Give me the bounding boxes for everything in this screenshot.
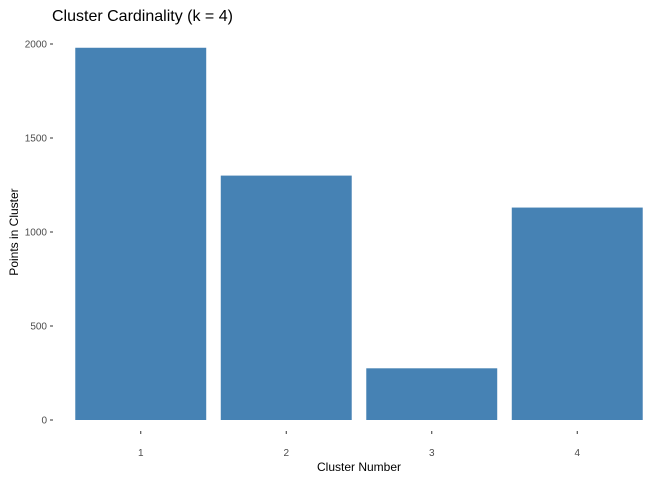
y-axis: 0 500 1000 1500 2000	[25, 40, 53, 427]
chart-title: Cluster Cardinality (k = 4)	[52, 8, 233, 25]
y-tick-label: 500	[30, 322, 47, 333]
bar-cluster-2	[220, 175, 352, 420]
bar-cluster-4	[511, 207, 643, 420]
bars-group	[75, 47, 643, 420]
bar-cluster-3	[366, 368, 498, 420]
y-tick-label: 0	[41, 416, 47, 427]
bar-cluster-1	[75, 47, 207, 420]
y-tick-label: 2000	[25, 40, 48, 51]
x-tick-label: 4	[574, 448, 580, 459]
x-axis-title: Cluster Number	[317, 460, 401, 474]
x-tick-label: 2	[283, 448, 289, 459]
y-axis-title: Points in Cluster	[7, 188, 21, 275]
x-axis: 1 2 3 4	[138, 431, 580, 459]
y-tick-label: 1000	[25, 228, 48, 239]
x-tick-label: 3	[429, 448, 435, 459]
y-tick-label: 1500	[25, 134, 48, 145]
x-tick-label: 1	[138, 448, 144, 459]
